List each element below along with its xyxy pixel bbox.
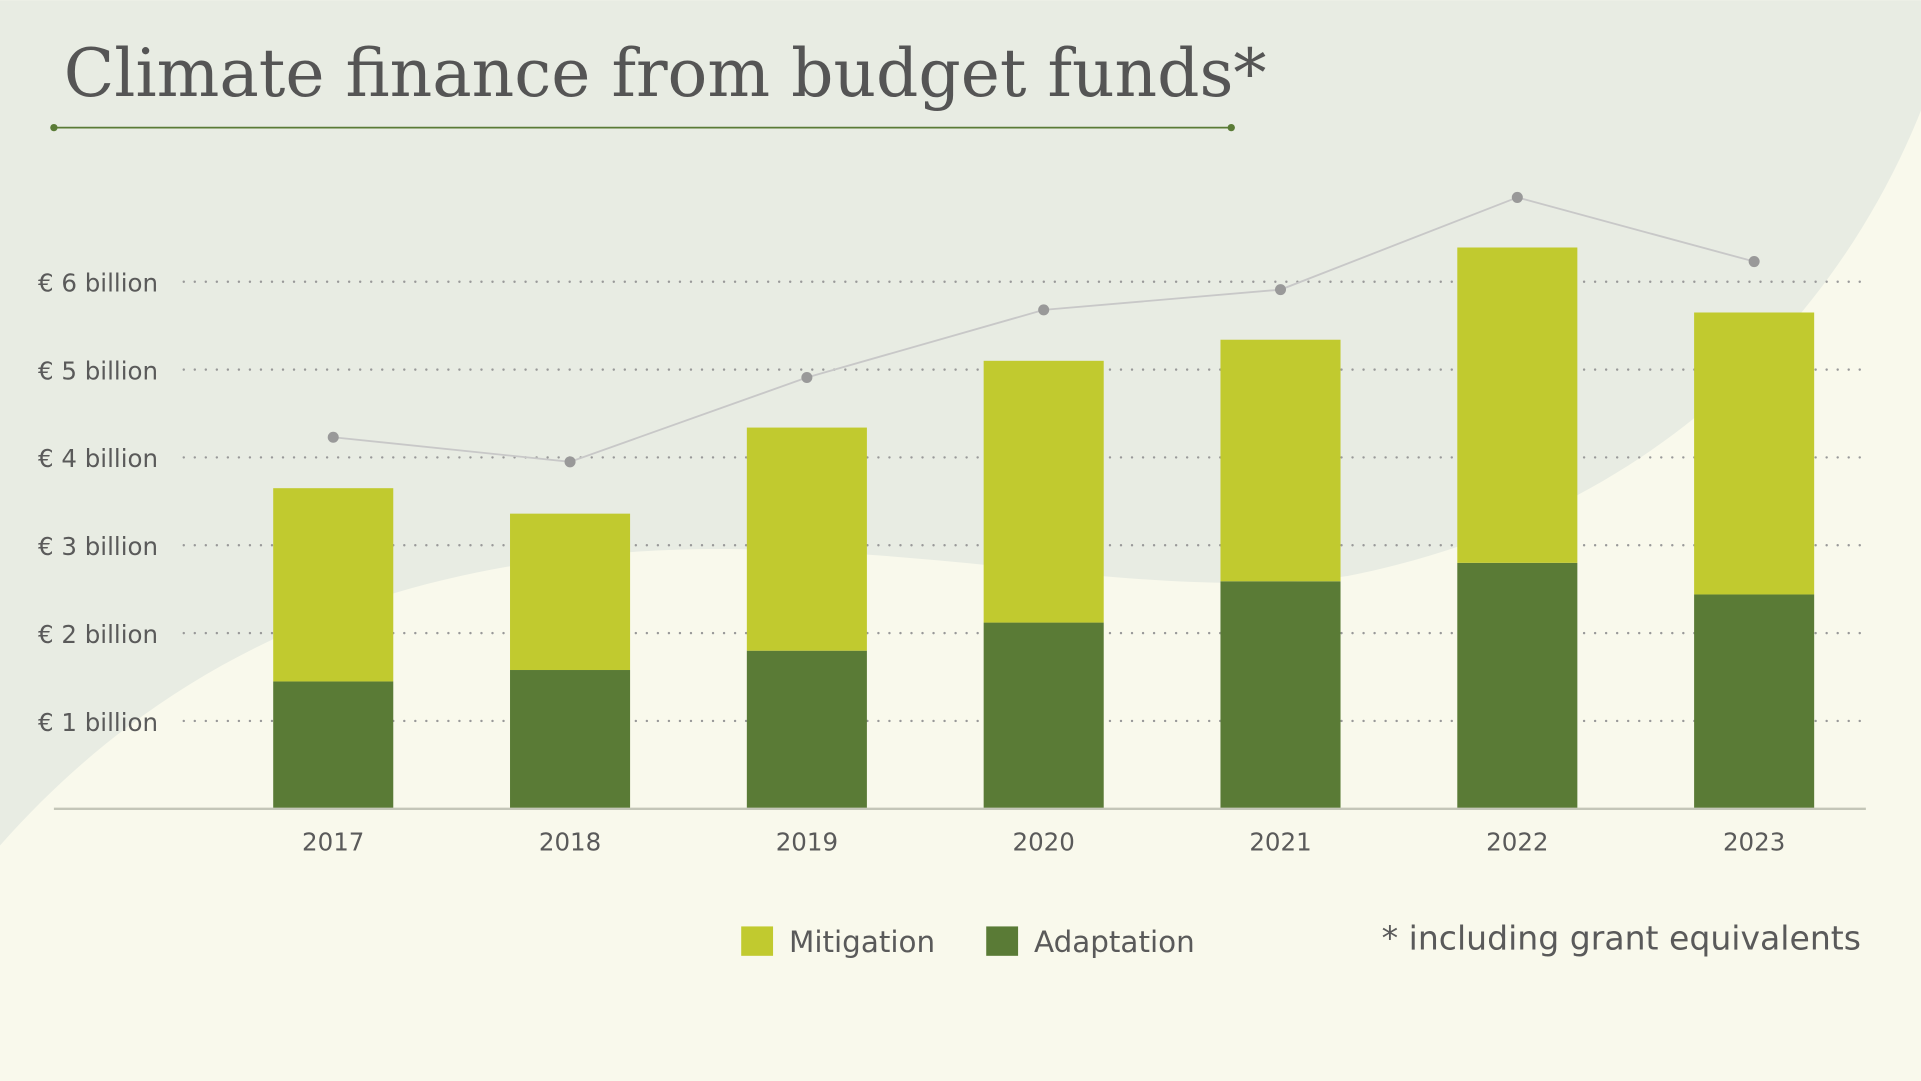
bar-mitigation-2021 bbox=[1220, 339, 1341, 582]
bar-mitigation-2018 bbox=[510, 513, 631, 671]
line-point-2020 bbox=[1038, 304, 1050, 316]
x-tick-label: 2020 bbox=[1013, 827, 1075, 856]
legend-label-adaptation: Adaptation bbox=[1034, 925, 1195, 959]
y-tick-label: € 6 billion bbox=[38, 269, 158, 298]
underline-dot-right bbox=[1227, 123, 1235, 132]
y-tick-label: € 5 billion bbox=[38, 356, 158, 385]
bar-adaptation-2022 bbox=[1457, 562, 1578, 809]
x-tick-label: 2019 bbox=[776, 827, 838, 856]
bar-adaptation-2020 bbox=[983, 622, 1104, 809]
background-shape bbox=[0, 0, 1921, 846]
bar-mitigation-2017 bbox=[273, 488, 394, 682]
y-tick-label: € 2 billion bbox=[38, 620, 158, 649]
legend-swatch-mitigation bbox=[741, 926, 774, 956]
bar-adaptation-2018 bbox=[510, 670, 631, 809]
x-tick-label: 2021 bbox=[1249, 827, 1311, 856]
line-point-2023 bbox=[1748, 256, 1760, 268]
bar-mitigation-2019 bbox=[746, 427, 867, 651]
legend: Mitigation Adaptation bbox=[741, 925, 1195, 959]
y-tick-label: € 3 billion bbox=[38, 532, 158, 561]
footnote: * including grant equivalents bbox=[1382, 919, 1861, 958]
line-point-2021 bbox=[1274, 284, 1287, 296]
bar-mitigation-2023 bbox=[1694, 312, 1815, 595]
x-tick-label: 2022 bbox=[1486, 827, 1548, 856]
legend-swatch-adaptation bbox=[986, 926, 1019, 956]
bar-mitigation-2022 bbox=[1457, 247, 1578, 563]
bar-adaptation-2023 bbox=[1694, 594, 1815, 809]
x-tick-label: 2023 bbox=[1723, 827, 1785, 856]
bar-mitigation-2020 bbox=[983, 360, 1104, 623]
line-point-2017 bbox=[327, 431, 339, 443]
bar-adaptation-2017 bbox=[273, 681, 394, 809]
line-point-2019 bbox=[801, 371, 813, 384]
chart-title: Climate finance from budget funds* bbox=[64, 35, 1267, 112]
x-tick-label: 2018 bbox=[539, 827, 601, 856]
line-point-2022 bbox=[1511, 191, 1523, 203]
x-tick-label: 2017 bbox=[302, 827, 364, 856]
y-tick-label: € 1 billion bbox=[38, 708, 158, 737]
y-tick-label: € 4 billion bbox=[38, 444, 158, 473]
line-point-2018 bbox=[564, 456, 576, 468]
bar-adaptation-2021 bbox=[1220, 581, 1341, 809]
bar-adaptation-2019 bbox=[746, 650, 867, 809]
legend-label-mitigation: Mitigation bbox=[789, 925, 935, 959]
underline-dot-left bbox=[50, 123, 58, 132]
